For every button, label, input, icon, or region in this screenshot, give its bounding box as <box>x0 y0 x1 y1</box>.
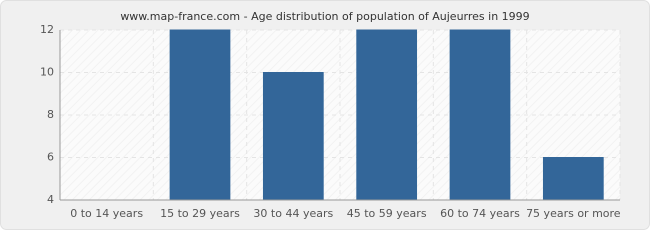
chart-title: www.map-france.com - Age distribution of… <box>120 10 529 23</box>
y-tick-label: 12 <box>40 23 54 36</box>
y-tick-label: 10 <box>40 66 54 79</box>
y-tick-label: 4 <box>47 193 54 206</box>
bar <box>169 29 231 201</box>
bar <box>356 29 418 201</box>
y-tick-label: 6 <box>47 151 54 164</box>
bar <box>542 157 604 201</box>
page: www.map-france.com - Age distribution of… <box>0 0 650 230</box>
x-tick-label: 45 to 59 years <box>347 207 427 220</box>
x-tick-label: 15 to 29 years <box>160 207 240 220</box>
x-tick-label: 0 to 14 years <box>70 207 143 220</box>
bar <box>262 72 324 201</box>
x-tick-label: 30 to 44 years <box>253 207 333 220</box>
chart: www.map-france.com - Age distribution of… <box>0 0 650 230</box>
x-tick-label: 75 years or more <box>526 207 621 220</box>
bar <box>449 29 511 201</box>
x-tick-label: 60 to 74 years <box>440 207 520 220</box>
y-tick-label: 8 <box>47 108 54 121</box>
